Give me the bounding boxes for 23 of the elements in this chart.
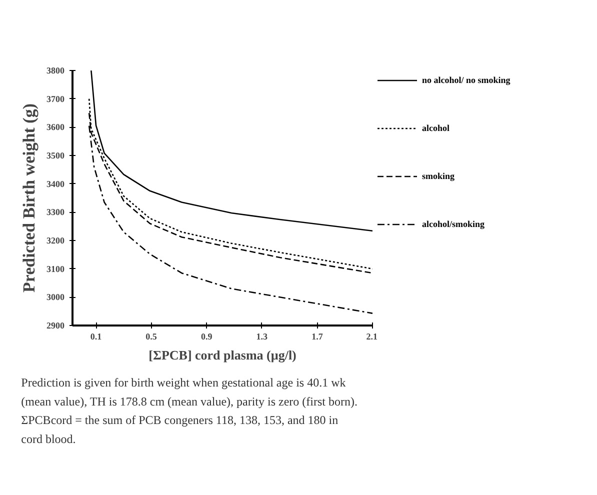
y-tick-label: 3300 <box>46 207 65 218</box>
y-tick-label: 3400 <box>46 178 65 189</box>
y-tick-label: 3200 <box>46 236 65 246</box>
y-axis-title: Predicted Birth weight (g) <box>20 103 38 293</box>
x-axis-title: [ΣPCB] cord plasma (µg/l) <box>148 348 296 362</box>
y-tick-label: 3800 <box>46 66 65 76</box>
y-tick-label: 2900 <box>46 320 65 330</box>
legend-label: alcohol/smoking <box>422 219 485 229</box>
y-tick-label: 3600 <box>46 122 65 132</box>
x-tick-label: 1.7 <box>312 332 324 342</box>
x-tick-label: 2.1 <box>366 332 378 342</box>
y-tick-label: 3000 <box>46 292 65 302</box>
x-tick-label: 1.3 <box>256 332 268 342</box>
y-tick-label: 3100 <box>46 264 65 274</box>
x-tick-label: 0.5 <box>146 332 158 342</box>
y-tick-label: 3700 <box>46 94 65 104</box>
x-tick-label: 0.9 <box>200 332 213 342</box>
legend-label: smoking <box>422 171 455 181</box>
y-tick-label: 3500 <box>46 150 65 160</box>
legend-label: alcohol <box>422 123 450 133</box>
text: Prediction is given for birth weight when gestational age is 40.1 wk (mean value), TH is 178.8 cm (mean value), parity is zero (first born). ΣPCBcord = the sum of PCB congeners 118, 138, 153, and 180 in cord blood. <box>21 376 358 446</box>
x-tick-label: 0.1 <box>90 332 102 342</box>
legend-label: no alcohol/ no smoking <box>422 75 510 85</box>
